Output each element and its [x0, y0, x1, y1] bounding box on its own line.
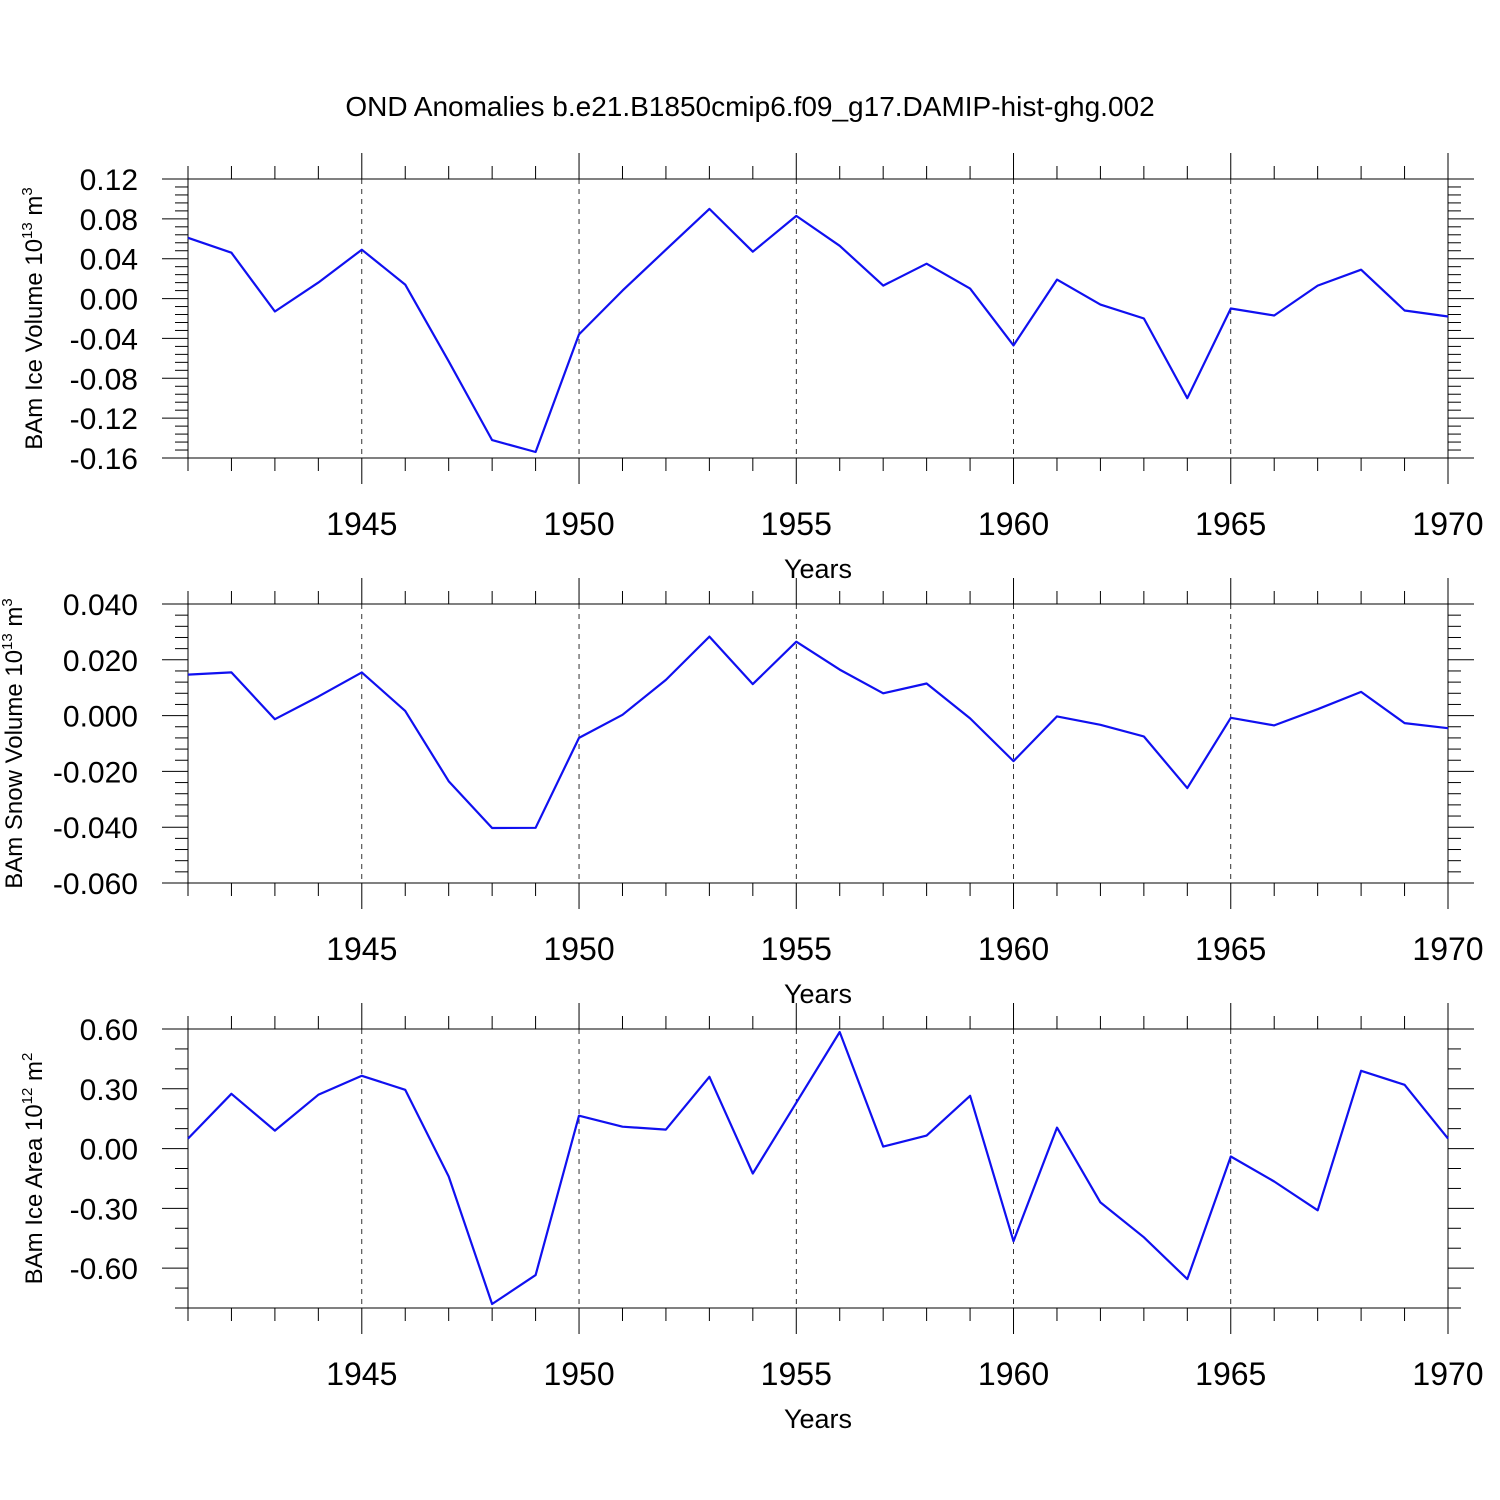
- series-line: [187, 635, 1449, 830]
- y-tick-label: 0.04: [80, 244, 138, 277]
- y-tick-label: -0.60: [70, 1253, 138, 1286]
- y-tick-label: 0.040: [63, 589, 138, 622]
- x-tick-label: 1955: [761, 506, 832, 542]
- y-tick-label: 0.12: [80, 164, 138, 197]
- y-axis-label: BAm Ice Volume 1013 m3: [19, 187, 48, 449]
- x-tick-label: 1960: [978, 931, 1049, 967]
- x-tick-label: 1965: [1195, 1356, 1266, 1392]
- y-tick-label: 0.30: [80, 1074, 138, 1107]
- x-tick-label: 1970: [1412, 1356, 1483, 1392]
- panel-1: 0.12 0.08 0.04 0.00 -0.04 -0.08 -0.12 -0.16 1945…: [19, 153, 1484, 584]
- y-tick-label: 0.08: [80, 204, 138, 237]
- panel-2: 0.040 0.020 0.000 -0.020 -0.040 -0.060 1945 195…: [0, 578, 1484, 1009]
- y-tick-label: 0.00: [80, 1134, 138, 1167]
- x-axis-label: Years: [784, 554, 852, 584]
- x-tick-label: 1945: [326, 931, 397, 967]
- panel-3: 0.60 0.30 0.00 -0.30 -0.60 1945 1950 1955 1960 19…: [19, 1003, 1484, 1434]
- plot-frame: [187, 1028, 1449, 1309]
- chart-title: OND Anomalies b.e21.B1850cmip6.f09_g17.D…: [345, 91, 1154, 122]
- y-tick-label: -0.30: [70, 1193, 138, 1226]
- y-tick-label: 0.00: [80, 284, 138, 317]
- y-axis-label: BAm Ice Area 1012 m2: [19, 1053, 48, 1285]
- x-tick-label: 1945: [326, 506, 397, 542]
- y-tick-label: -0.040: [53, 812, 138, 845]
- x-tick-label: 1965: [1195, 931, 1266, 967]
- x-tick-label: 1960: [978, 1356, 1049, 1392]
- y-axis-label: BAm Snow Volume 1013 m3: [0, 598, 28, 889]
- plot-frame: [187, 603, 1449, 884]
- y-tick-label: -0.08: [70, 363, 138, 396]
- x-tick-label: 1955: [761, 931, 832, 967]
- series-line: [187, 207, 1449, 454]
- x-tick-label: 1950: [543, 1356, 614, 1392]
- plot-frame: [187, 178, 1449, 459]
- x-axis-label: Years: [784, 1404, 852, 1434]
- series-line: [187, 1030, 1449, 1306]
- x-tick-label: 1950: [543, 506, 614, 542]
- x-tick-label: 1950: [543, 931, 614, 967]
- y-tick-label: -0.020: [53, 756, 138, 789]
- x-tick-label: 1960: [978, 506, 1049, 542]
- x-tick-label: 1970: [1412, 506, 1483, 542]
- x-tick-label: 1955: [761, 1356, 832, 1392]
- y-tick-label: 0.020: [63, 645, 138, 678]
- y-tick-label: -0.04: [70, 323, 138, 356]
- y-tick-label: -0.16: [70, 443, 138, 476]
- y-tick-label: 0.60: [80, 1014, 138, 1047]
- y-tick-label: -0.060: [53, 868, 138, 901]
- y-tick-label: 0.000: [63, 701, 138, 734]
- y-tick-label: -0.12: [70, 403, 138, 436]
- x-tick-label: 1970: [1412, 931, 1483, 967]
- x-tick-label: 1945: [326, 1356, 397, 1392]
- x-axis-label: Years: [784, 979, 852, 1009]
- panels: 0.12 0.08 0.04 0.00 -0.04 -0.08 -0.12 -0.16 1945…: [0, 153, 1484, 1434]
- x-tick-label: 1965: [1195, 506, 1266, 542]
